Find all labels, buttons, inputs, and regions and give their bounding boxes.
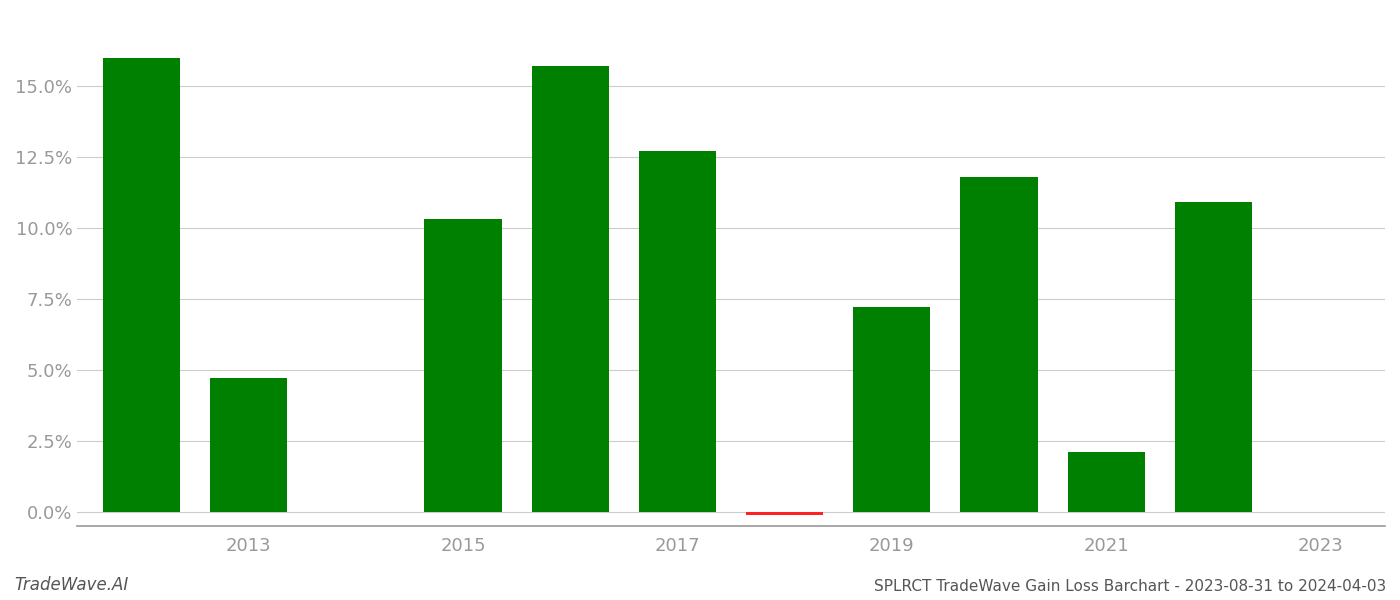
Bar <box>853 307 931 512</box>
Bar <box>102 58 181 512</box>
Bar <box>1175 202 1252 512</box>
Text: SPLRCT TradeWave Gain Loss Barchart - 2023-08-31 to 2024-04-03: SPLRCT TradeWave Gain Loss Barchart - 20… <box>874 579 1386 594</box>
Text: TradeWave.AI: TradeWave.AI <box>14 576 129 594</box>
Bar <box>746 512 823 515</box>
Bar <box>210 378 287 512</box>
Bar <box>1068 452 1145 512</box>
Bar <box>532 66 609 512</box>
Bar <box>424 220 501 512</box>
Bar <box>638 151 715 512</box>
Bar <box>960 177 1037 512</box>
